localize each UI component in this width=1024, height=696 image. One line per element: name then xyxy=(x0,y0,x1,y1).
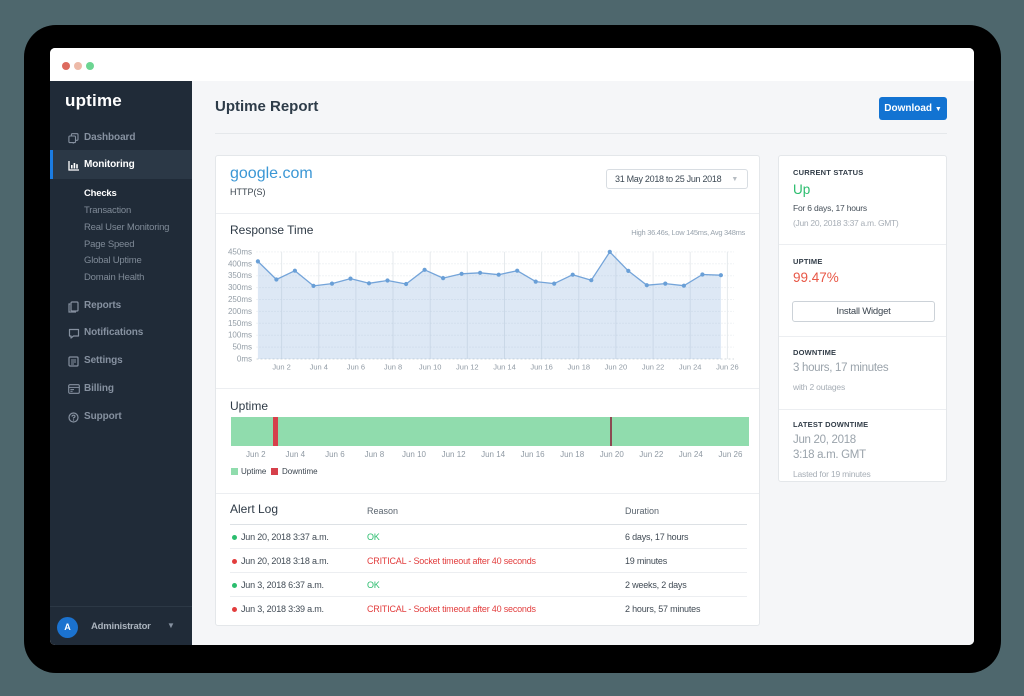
svg-text:Jun 20: Jun 20 xyxy=(605,363,628,372)
svg-text:150ms: 150ms xyxy=(228,319,252,328)
svg-text:Jun 16: Jun 16 xyxy=(530,363,553,372)
svg-text:400ms: 400ms xyxy=(228,259,252,268)
svg-text:Jun 26: Jun 26 xyxy=(716,363,739,372)
svg-text:0ms: 0ms xyxy=(237,355,252,364)
svg-text:Jun 18: Jun 18 xyxy=(568,363,591,372)
svg-text:50ms: 50ms xyxy=(232,343,252,352)
svg-text:Jun 2: Jun 2 xyxy=(272,363,290,372)
svg-text:Jun 24: Jun 24 xyxy=(679,363,702,372)
svg-text:Jun 12: Jun 12 xyxy=(456,363,479,372)
svg-text:Jun 6: Jun 6 xyxy=(347,363,365,372)
svg-text:300ms: 300ms xyxy=(228,283,252,292)
svg-text:350ms: 350ms xyxy=(228,271,252,280)
svg-text:250ms: 250ms xyxy=(228,295,252,304)
svg-text:200ms: 200ms xyxy=(228,307,252,316)
svg-text:Jun 22: Jun 22 xyxy=(642,363,665,372)
svg-text:Jun 14: Jun 14 xyxy=(493,363,516,372)
svg-text:450ms: 450ms xyxy=(228,247,252,256)
svg-text:Jun 10: Jun 10 xyxy=(419,363,442,372)
svg-text:Jun 4: Jun 4 xyxy=(310,363,328,372)
svg-text:100ms: 100ms xyxy=(228,331,252,340)
svg-text:Jun 8: Jun 8 xyxy=(384,363,402,372)
